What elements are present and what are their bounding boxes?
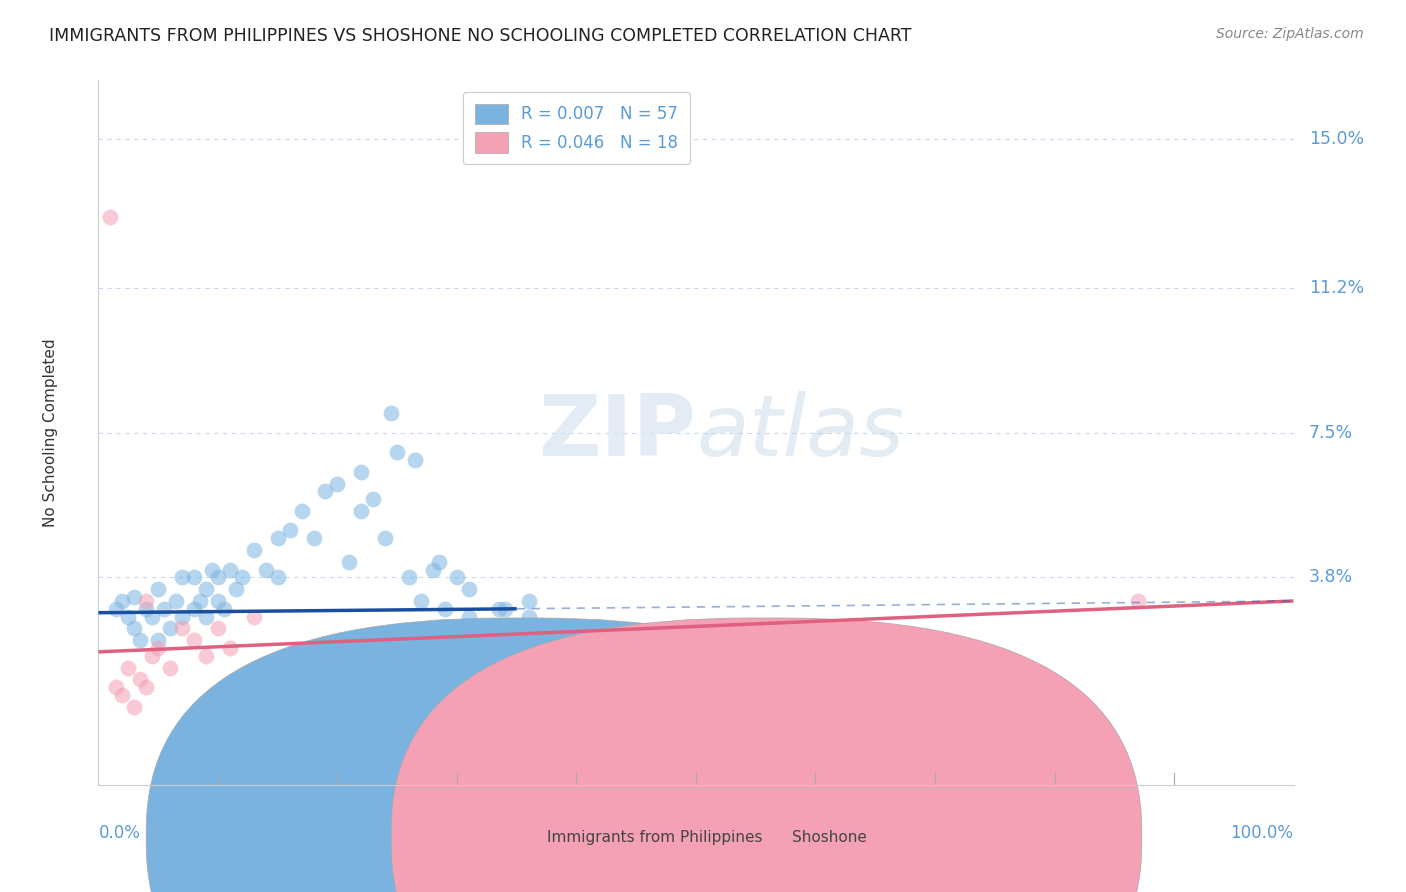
Point: [183, 570, 205, 584]
Point: [1128, 594, 1150, 608]
Point: [124, 699, 146, 714]
Point: [98, 211, 122, 225]
Text: ZIP: ZIP: [538, 391, 696, 475]
Point: [219, 563, 242, 577]
Point: [243, 609, 266, 624]
Point: [517, 609, 540, 624]
Point: [458, 609, 481, 624]
Point: [117, 609, 139, 624]
Point: [117, 660, 139, 674]
Point: [446, 570, 468, 584]
Point: [165, 594, 187, 608]
Point: [404, 453, 426, 467]
Point: [148, 633, 170, 648]
Point: [458, 582, 481, 597]
Point: [159, 621, 181, 635]
Point: [254, 563, 277, 577]
Point: [350, 504, 373, 518]
Point: [148, 640, 170, 655]
Point: [422, 563, 444, 577]
Point: [427, 555, 450, 569]
Point: [111, 594, 134, 608]
Text: 100.0%: 100.0%: [1230, 823, 1294, 842]
Point: [411, 594, 433, 608]
Text: Shoshone: Shoshone: [792, 830, 866, 845]
Point: [172, 621, 194, 635]
Point: [207, 570, 229, 584]
Point: [212, 602, 235, 616]
Text: 0.0%: 0.0%: [98, 823, 141, 842]
Point: [488, 602, 510, 616]
Point: [201, 563, 224, 577]
FancyBboxPatch shape: [146, 618, 897, 892]
Point: [302, 532, 325, 546]
Point: [124, 590, 146, 604]
Point: [363, 492, 385, 507]
Point: [517, 594, 540, 608]
Point: [195, 648, 218, 663]
Text: 7.5%: 7.5%: [1309, 424, 1353, 442]
Point: [183, 602, 205, 616]
Point: [398, 570, 420, 584]
Point: [111, 688, 134, 702]
Point: [494, 602, 516, 616]
Point: [267, 532, 290, 546]
Text: 11.2%: 11.2%: [1309, 279, 1364, 297]
Point: [135, 602, 157, 616]
Point: [385, 445, 409, 459]
Text: 3.8%: 3.8%: [1309, 568, 1353, 586]
Point: [195, 582, 218, 597]
Point: [105, 602, 128, 616]
Point: [291, 504, 314, 518]
Point: [124, 621, 146, 635]
Point: [470, 621, 492, 635]
Point: [278, 524, 301, 538]
Text: Immigrants from Philippines: Immigrants from Philippines: [547, 830, 762, 845]
Point: [219, 640, 242, 655]
Text: Source: ZipAtlas.com: Source: ZipAtlas.com: [1216, 27, 1364, 41]
FancyBboxPatch shape: [391, 618, 1142, 892]
Point: [148, 582, 170, 597]
Point: [267, 570, 290, 584]
Text: atlas: atlas: [696, 391, 904, 475]
Point: [207, 621, 229, 635]
Point: [135, 680, 157, 694]
Point: [129, 633, 152, 648]
Point: [374, 532, 396, 546]
Point: [231, 570, 253, 584]
Point: [315, 484, 337, 499]
Point: [326, 476, 349, 491]
Point: [225, 582, 247, 597]
Text: 15.0%: 15.0%: [1309, 130, 1364, 148]
Point: [183, 633, 205, 648]
Text: No Schooling Completed: No Schooling Completed: [44, 338, 58, 527]
Point: [153, 602, 176, 616]
Point: [195, 609, 218, 624]
Point: [434, 602, 457, 616]
Point: [207, 594, 229, 608]
Point: [188, 594, 211, 608]
Point: [350, 465, 373, 479]
Text: IMMIGRANTS FROM PHILIPPINES VS SHOSHONE NO SCHOOLING COMPLETED CORRELATION CHART: IMMIGRANTS FROM PHILIPPINES VS SHOSHONE …: [49, 27, 911, 45]
Point: [172, 570, 194, 584]
Point: [129, 673, 152, 687]
Point: [172, 609, 194, 624]
Point: [339, 555, 361, 569]
Point: [243, 543, 266, 558]
Legend: R = 0.007   N = 57, R = 0.046   N = 18: R = 0.007 N = 57, R = 0.046 N = 18: [463, 92, 690, 164]
Point: [159, 660, 181, 674]
Point: [141, 648, 163, 663]
Point: [380, 406, 402, 420]
Point: [141, 609, 163, 624]
Point: [105, 680, 128, 694]
Point: [135, 594, 157, 608]
